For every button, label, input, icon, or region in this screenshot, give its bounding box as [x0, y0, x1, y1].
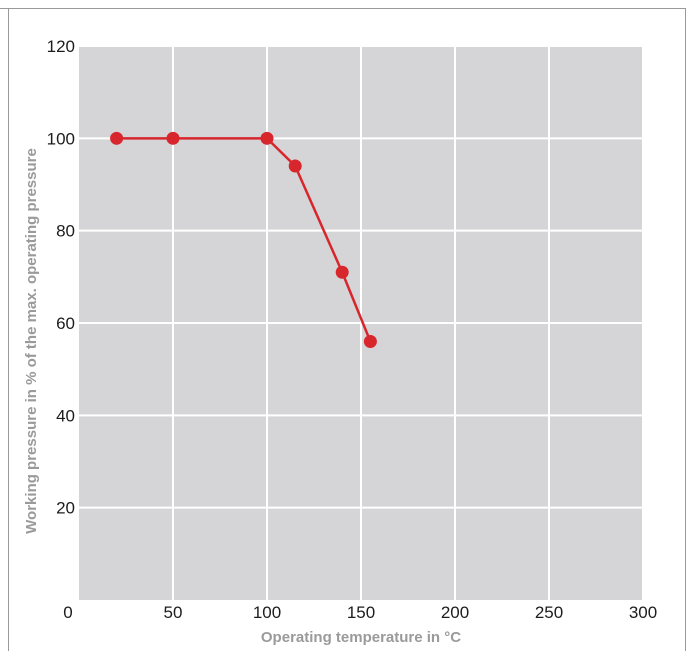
- x-axis-ticks: 0 50 100 150 200 250 300: [63, 603, 657, 622]
- y-tick-label: 120: [47, 37, 75, 56]
- x-tick-label: 0: [63, 603, 72, 622]
- data-point: [166, 131, 180, 145]
- x-tick-label: 100: [253, 603, 281, 622]
- frame-top-border: [0, 8, 686, 9]
- x-tick-label: 50: [164, 603, 183, 622]
- data-point: [363, 334, 377, 348]
- data-point: [335, 265, 349, 279]
- y-tick-label: 100: [47, 129, 75, 148]
- y-axis-title: Working pressure in % of the max. operat…: [23, 148, 40, 534]
- data-series: [110, 131, 377, 348]
- y-tick-label: 60: [56, 314, 75, 333]
- x-axis-title: Operating temperature in °C: [261, 629, 461, 646]
- frame-left-border: [8, 8, 9, 651]
- data-point: [260, 131, 274, 145]
- y-tick-label: 20: [56, 499, 75, 518]
- x-tick-label: 150: [347, 603, 375, 622]
- x-tick-label: 250: [535, 603, 563, 622]
- x-tick-label: 200: [441, 603, 469, 622]
- y-tick-label: 80: [56, 222, 75, 241]
- data-point: [288, 159, 302, 173]
- y-axis-ticks: 20 40 60 80 100 120: [47, 37, 75, 518]
- y-tick-label: 40: [56, 406, 75, 425]
- x-tick-label: 300: [629, 603, 657, 622]
- data-point: [110, 131, 124, 145]
- series-line: [116, 137, 372, 342]
